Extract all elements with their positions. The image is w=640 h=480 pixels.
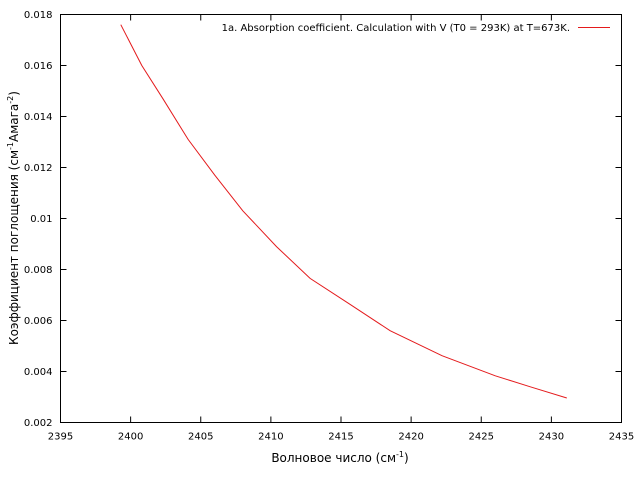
x-tick-label: 2405 xyxy=(188,432,213,443)
x-tick-label: 2410 xyxy=(258,432,283,443)
legend: 1a. Absorption coefficient. Calculation … xyxy=(222,23,610,34)
x-tick-label: 2435 xyxy=(609,432,634,443)
y-tick-label: 0.018 xyxy=(24,10,53,21)
y-tick-label: 0.006 xyxy=(24,316,53,327)
x-axis: 2395 2400 2405 2410 2415 2420 2425 2430 2435 xyxy=(48,14,634,443)
x-tick-label: 2420 xyxy=(398,432,423,443)
y-tick-label: 0.004 xyxy=(24,367,53,378)
plot-frame xyxy=(60,14,622,423)
y-tick-label: 0.012 xyxy=(24,163,53,174)
x-tick-label: 2415 xyxy=(328,432,353,443)
x-tick-label: 2425 xyxy=(469,432,494,443)
x-axis-label: Волновое число (см-1) xyxy=(271,450,408,465)
series-group xyxy=(120,24,567,399)
y-tick-label: 0.016 xyxy=(24,61,53,72)
y-tick-label: 0.008 xyxy=(24,265,53,276)
y-axis-label: Коэффициент поглощения (см-1Амага-2) xyxy=(6,91,21,345)
y-tick-label: 0.014 xyxy=(24,112,53,123)
x-tick-label: 2400 xyxy=(118,432,143,443)
y-tick-label: 0.002 xyxy=(24,418,53,429)
x-tick-label: 2395 xyxy=(48,432,73,443)
series-line xyxy=(120,24,567,399)
y-axis: 0.002 0.004 0.006 0.008 0.01 0.012 0.014 0.016 0… xyxy=(24,10,622,429)
x-tick-label: 2430 xyxy=(539,432,564,443)
y-tick-label: 0.01 xyxy=(30,214,52,225)
legend-label: 1a. Absorption coefficient. Calculation … xyxy=(222,23,570,34)
